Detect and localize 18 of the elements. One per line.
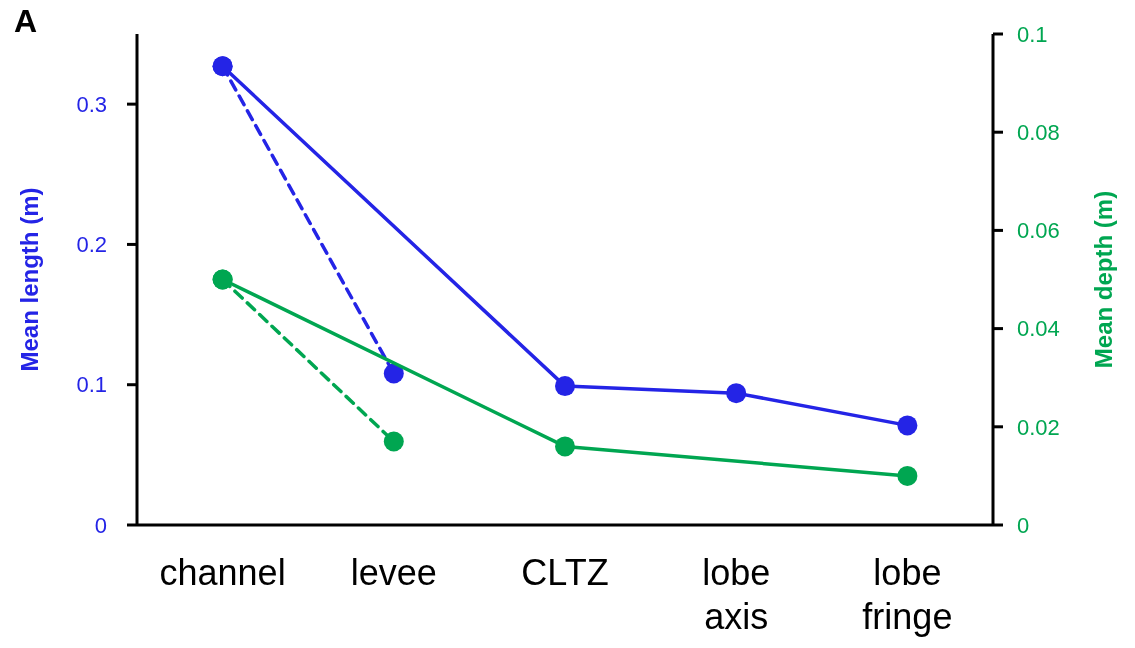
y-tick-label: 0.1 [76,372,107,398]
x-tick-label: channel [159,552,286,593]
y-tick-label: 0 [94,512,107,538]
y2-tick-label: 0.08 [1017,119,1060,145]
x-tick-label: CLTZ [521,552,609,593]
y-tick-label: 0.3 [76,91,107,117]
x-tick-label: lobe axis [702,552,771,637]
y2-tick-label: 0 [1017,512,1030,538]
y2-tick-label: 0.02 [1017,414,1060,440]
x-tick-label: lobe fringe [862,552,953,637]
y2-axis-title: Mean depth (m) [1090,190,1117,369]
y2-tick-label: 0.1 [1017,21,1048,47]
y2-tick-label: 0.06 [1017,218,1060,244]
y-tick-label: 0.2 [76,232,107,258]
y2-tick-label: 0.04 [1017,316,1060,342]
x-tick-label: levee [350,552,437,593]
y-axis-title: Mean length (m) [16,187,43,372]
chart-title: A [14,3,38,39]
